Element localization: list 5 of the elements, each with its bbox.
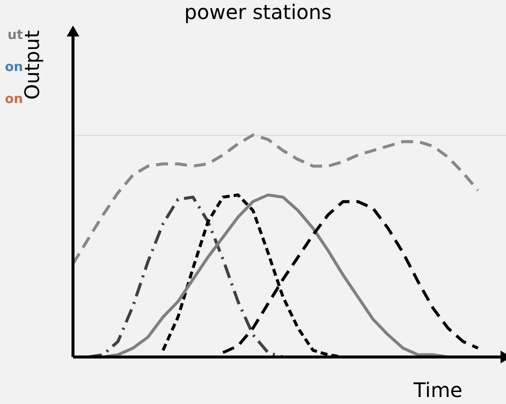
x-axis-title: Time <box>412 378 462 402</box>
chart-title: power stations <box>184 0 332 24</box>
text: on <box>4 60 23 75</box>
text: ut <box>8 28 23 43</box>
text: on <box>4 92 23 107</box>
